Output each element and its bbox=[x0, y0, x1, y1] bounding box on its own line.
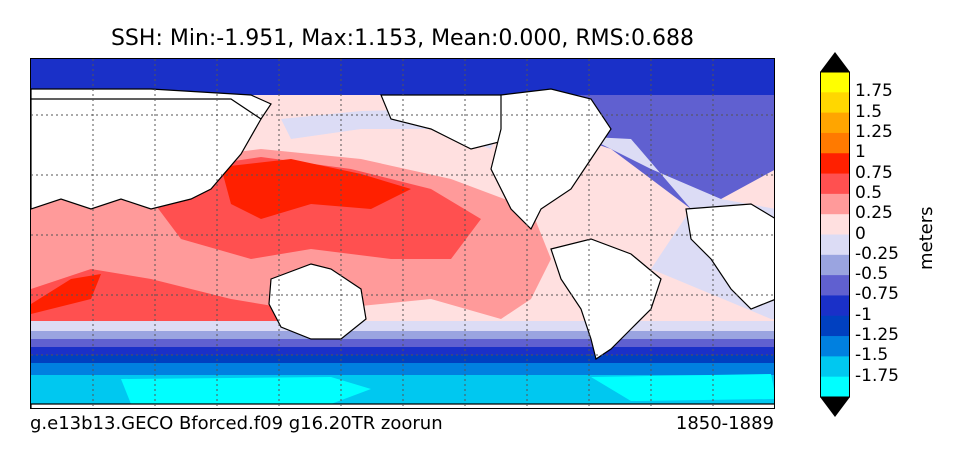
land-south-america bbox=[550, 238, 662, 360]
gridlines bbox=[31, 59, 774, 408]
colorbar-tick-label: -0.75 bbox=[855, 284, 899, 305]
colorbar-segment bbox=[820, 336, 850, 357]
so-min-pacific bbox=[121, 377, 371, 404]
colorbar-units: meters bbox=[916, 206, 937, 270]
land-north-america-east bbox=[490, 88, 612, 231]
colorbar-segment bbox=[820, 295, 850, 317]
colorbar-segment bbox=[820, 92, 850, 114]
colorbar-segments bbox=[820, 52, 850, 417]
indian-warm-050 bbox=[31, 269, 311, 324]
colorbar-tick-label: -1.75 bbox=[855, 365, 899, 386]
colorbar-segment bbox=[820, 315, 850, 337]
colorbar-tick-label: 1 bbox=[855, 142, 866, 163]
plot-title: SSH: Min:-1.951, Max:1.153, Mean:0.000, … bbox=[110, 26, 695, 51]
land-australia bbox=[268, 263, 367, 340]
so-band-3 bbox=[31, 339, 774, 347]
ssh-map bbox=[30, 58, 775, 409]
land-africa bbox=[685, 203, 774, 310]
colorbar-segment bbox=[820, 193, 850, 215]
land-asia bbox=[31, 98, 262, 210]
colorbar-segment bbox=[820, 356, 850, 378]
atlantic-light-low bbox=[531, 134, 774, 319]
colorbar-tick-label: 1.25 bbox=[855, 121, 893, 142]
colorbar-segment bbox=[820, 112, 850, 134]
colorbar-outline bbox=[820, 71, 850, 398]
colorbar-tick-label: -1.25 bbox=[855, 325, 899, 346]
colorbar-tick-label: -0.25 bbox=[855, 243, 899, 264]
colorbar-segment bbox=[820, 275, 850, 296]
colorbar bbox=[820, 52, 850, 417]
colorbar-segment bbox=[820, 214, 850, 235]
colorbar-tick-label: 1.5 bbox=[855, 101, 883, 122]
colorbar-extend-bottom bbox=[820, 397, 850, 417]
colorbar-segment bbox=[820, 254, 850, 276]
colorbar-segment bbox=[820, 132, 850, 154]
ssh-map-svg bbox=[31, 59, 774, 408]
colorbar-segment bbox=[820, 173, 850, 195]
year-range: 1850-1889 bbox=[675, 413, 774, 434]
so-min-atlantic bbox=[591, 374, 774, 401]
colorbar-tick-label: -1 bbox=[855, 304, 872, 325]
colorbar-tick-label: -1.5 bbox=[855, 345, 889, 366]
colorbar-segment bbox=[820, 153, 850, 175]
colorbar-extend-top bbox=[820, 52, 850, 72]
colorbar-tick-label: 0.75 bbox=[855, 162, 893, 183]
case-name: g.e13b13.GECO Bforced.f09 g16.20TR zooru… bbox=[30, 413, 443, 434]
colorbar-tick-label: -0.5 bbox=[855, 264, 889, 285]
indian-warm-075 bbox=[31, 274, 101, 314]
colorbar-segment bbox=[820, 234, 850, 256]
colorbar-tick-label: 0.5 bbox=[855, 182, 883, 203]
colorbar-tick-label: 1.75 bbox=[855, 81, 893, 102]
pacific-warm-075 bbox=[221, 159, 411, 219]
land bbox=[31, 88, 774, 408]
colorbar-tick-label: 0 bbox=[855, 223, 866, 244]
colorbar-tick-label: 0.25 bbox=[855, 203, 893, 224]
colorbar-segment bbox=[820, 376, 850, 398]
colorbar-segment bbox=[820, 72, 850, 93]
